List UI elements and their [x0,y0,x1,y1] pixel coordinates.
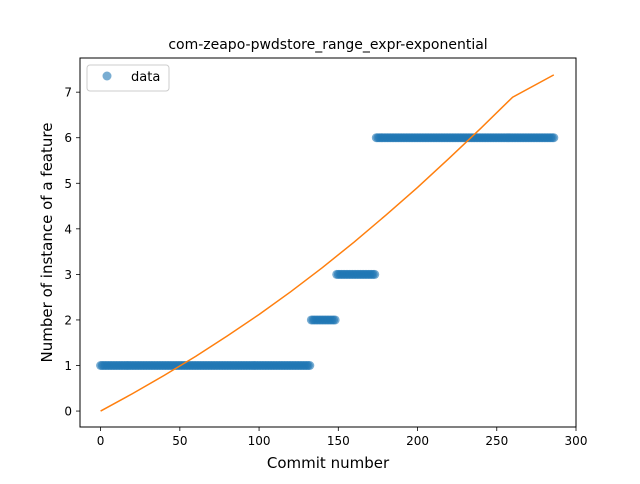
data-point [549,133,559,143]
x-tick-label: 250 [485,434,508,448]
legend: data [86,64,170,92]
plot-area [96,74,559,412]
axes: 0 50 100 150 200 250 300 0 1 2 3 4 5 6 7 [64,86,587,448]
legend-label-data: data [131,70,160,85]
x-tick-label: 150 [327,434,350,448]
y-axis-label: Number of instance of a feature [38,123,56,363]
y-tick-label: 4 [64,222,72,236]
y-tick-label: 7 [64,86,72,100]
legend-marker-data [102,71,112,81]
axes-frame [79,57,577,428]
data-point [330,315,340,325]
x-tick-label: 0 [97,434,105,448]
chart-title: com-zeapo-pwdstore_range_expr-exponentia… [168,37,487,53]
fit-line [100,74,555,412]
y-tick-label: 6 [64,131,72,145]
y-tick-label: 1 [64,359,72,373]
x-axis-label: Commit number [267,454,390,472]
y-tick-label: 2 [64,313,72,327]
x-tick-label: 100 [248,434,271,448]
y-tick-label: 0 [64,405,72,419]
data-point [370,269,380,279]
x-tick-label: 50 [172,434,187,448]
y-tick-label: 3 [64,268,72,282]
x-tick-label: 300 [565,434,588,448]
data-point [305,361,315,370]
y-tick-label: 5 [64,177,72,191]
x-tick-label: 200 [406,434,429,448]
legend-box [86,64,170,92]
